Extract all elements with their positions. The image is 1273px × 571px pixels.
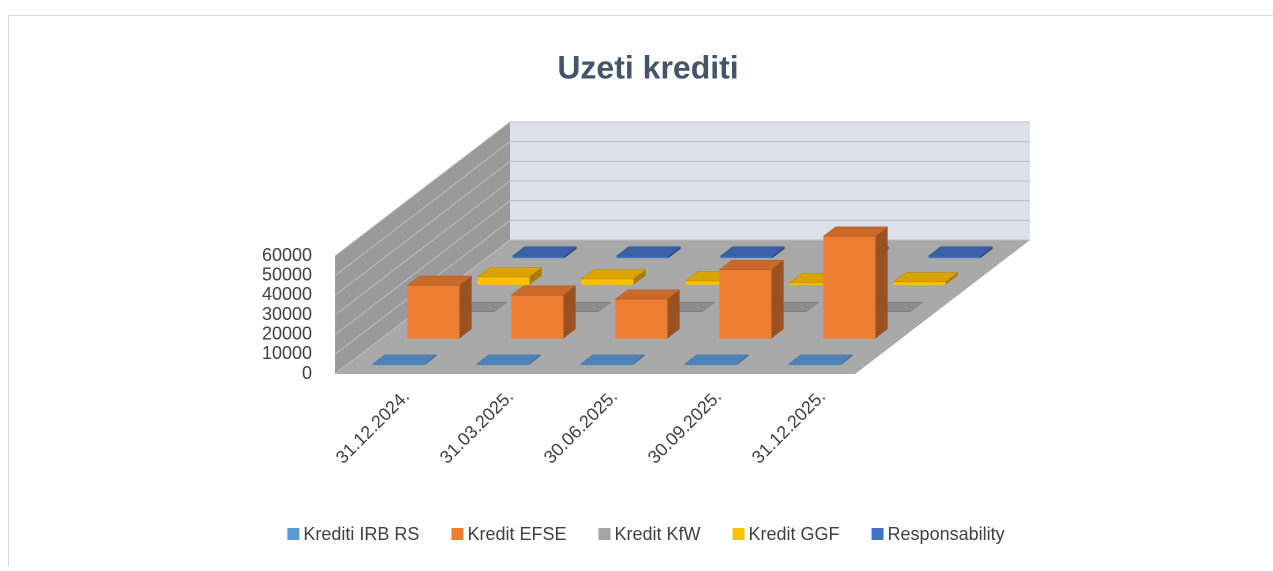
bar-front (616, 256, 668, 258)
y-tick-label: 30000 (262, 304, 312, 324)
legend-label: Krediti IRB RS (303, 524, 419, 544)
bar (823, 227, 887, 339)
bar-front (928, 256, 980, 258)
legend-label: Responsability (888, 524, 1005, 544)
bar (477, 268, 541, 285)
bar-front (719, 270, 771, 339)
bar-front (893, 282, 945, 285)
legend-label: Kredit EFSE (467, 524, 566, 544)
bar-front (512, 256, 564, 258)
y-tick-label: 20000 (262, 323, 312, 343)
y-tick-label: 10000 (262, 343, 312, 363)
legend-swatch (287, 528, 299, 540)
bar-front (511, 295, 563, 338)
y-tick-label: 40000 (262, 284, 312, 304)
bar-front (823, 236, 875, 338)
bar (615, 290, 679, 339)
bar-front (407, 285, 459, 338)
legend-label: Kredit GGF (749, 524, 840, 544)
bar-side (771, 260, 783, 338)
bar (407, 276, 471, 338)
y-tick-label: 50000 (262, 264, 312, 284)
legend-swatch (451, 528, 463, 540)
bar-front (477, 277, 529, 285)
bar-front (581, 279, 633, 285)
legend-label: Kredit KfW (614, 524, 700, 544)
chart-title: Uzeti krediti (557, 49, 738, 85)
bar-front (615, 299, 667, 338)
legend-swatch (733, 528, 745, 540)
bar (511, 286, 575, 339)
legend-swatch (872, 528, 884, 540)
y-tick-label: 0 (302, 363, 312, 383)
legend: Krediti IRB RS Kredit EFSE Kredit KfW Kredi… (287, 524, 1004, 544)
bar (581, 270, 645, 285)
bar-front (720, 256, 772, 258)
y-tick-label: 60000 (262, 245, 312, 265)
bar (719, 260, 783, 338)
bar-side (875, 227, 887, 339)
legend-swatch (598, 528, 610, 540)
bar-side (459, 276, 471, 338)
